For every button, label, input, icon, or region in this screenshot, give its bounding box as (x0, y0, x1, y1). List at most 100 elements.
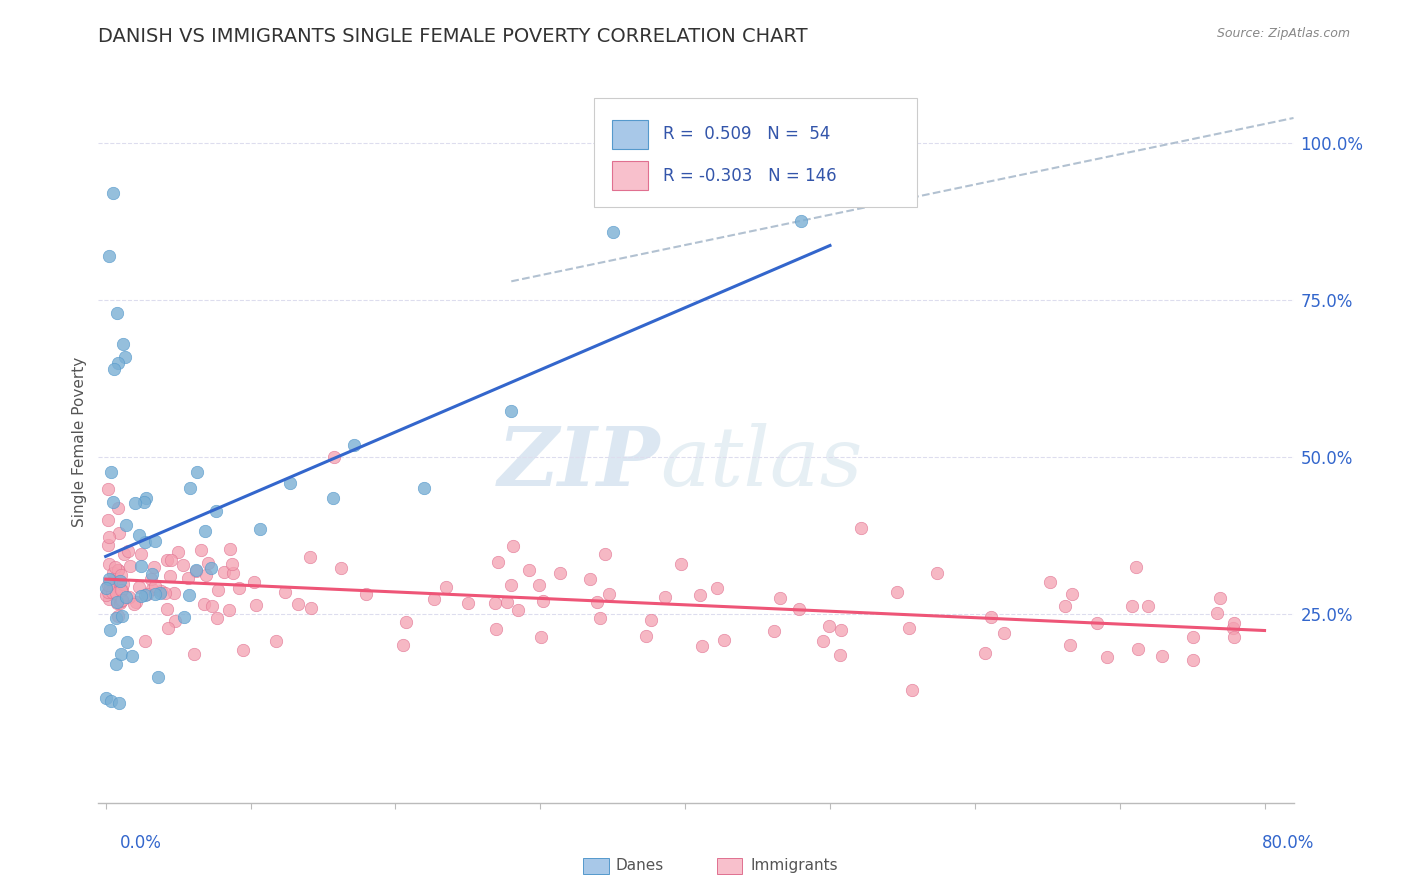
Point (135, 491, 157, 505)
Point (139, 573, 162, 587)
Point (134, 588, 156, 602)
Point (183, 647, 205, 661)
Point (96, 581, 118, 595)
Point (1097, 650, 1119, 665)
Point (457, 596, 479, 610)
Point (143, 534, 166, 549)
Point (579, 572, 602, 586)
Point (434, 580, 457, 594)
Point (110, 568, 132, 582)
Point (1121, 599, 1143, 614)
Point (173, 609, 195, 624)
Text: DANISH VS IMMIGRANTS SINGLE FEMALE POVERTY CORRELATION CHART: DANISH VS IMMIGRANTS SINGLE FEMALE POVER… (98, 27, 808, 45)
Point (548, 566, 571, 581)
Point (993, 625, 1015, 640)
Point (179, 588, 201, 602)
Point (110, 592, 132, 607)
Point (107, 500, 129, 515)
Point (849, 521, 872, 535)
Point (1039, 574, 1062, 589)
Point (901, 682, 924, 697)
Point (533, 594, 555, 608)
Point (1152, 649, 1174, 664)
Point (830, 623, 852, 637)
Point (278, 475, 301, 490)
Text: Source: ZipAtlas.com: Source: ZipAtlas.com (1216, 27, 1350, 40)
Point (159, 553, 181, 567)
Point (1223, 616, 1246, 631)
Point (118, 590, 141, 604)
Point (1205, 606, 1227, 620)
Point (114, 350, 136, 364)
Point (122, 597, 145, 611)
Point (193, 597, 215, 611)
Point (669, 557, 692, 571)
Bar (613, 161, 648, 190)
Point (135, 587, 157, 601)
Point (96, 538, 118, 552)
Point (134, 534, 156, 549)
Point (354, 587, 377, 601)
Point (97, 578, 120, 592)
Point (322, 491, 344, 505)
Point (343, 438, 366, 452)
Point (105, 595, 128, 609)
Point (219, 541, 242, 556)
Point (156, 553, 179, 567)
Point (221, 558, 243, 572)
Point (496, 595, 519, 609)
Point (423, 591, 446, 606)
Point (186, 465, 208, 479)
Point (1085, 615, 1108, 630)
Point (101, 186, 124, 201)
Point (689, 589, 711, 603)
Point (129, 547, 152, 561)
Point (212, 565, 235, 579)
Point (1222, 621, 1244, 635)
Point (980, 609, 1002, 624)
Text: Immigrants: Immigrants (751, 858, 838, 872)
Point (157, 621, 180, 635)
Point (105, 610, 128, 624)
Point (146, 670, 169, 684)
Point (125, 595, 148, 609)
Point (100, 694, 122, 708)
Point (143, 587, 166, 601)
Point (264, 634, 287, 648)
Point (640, 613, 662, 627)
Point (1209, 591, 1232, 605)
Point (107, 563, 129, 577)
Point (163, 615, 186, 629)
Point (105, 306, 128, 320)
Text: R =  0.509   N =  54: R = 0.509 N = 54 (662, 126, 830, 144)
Point (218, 603, 240, 617)
Point (1223, 630, 1246, 644)
Point (195, 568, 218, 582)
Point (413, 481, 436, 495)
Point (97, 572, 120, 586)
Point (323, 450, 346, 465)
Point (713, 633, 735, 648)
Point (111, 337, 134, 351)
Y-axis label: Single Female Poverty: Single Female Poverty (72, 357, 87, 526)
Point (245, 598, 267, 612)
Point (830, 648, 852, 662)
Point (186, 563, 208, 577)
Point (200, 561, 222, 575)
Point (706, 581, 728, 595)
Point (104, 560, 127, 574)
Point (98, 557, 121, 571)
Point (593, 547, 616, 561)
Point (222, 566, 245, 580)
Point (107, 356, 129, 370)
Point (115, 591, 138, 605)
Point (163, 586, 186, 600)
Point (108, 574, 131, 589)
Text: R = -0.303   N = 146: R = -0.303 N = 146 (662, 167, 837, 185)
Point (201, 599, 224, 613)
Point (392, 638, 415, 652)
Point (98, 249, 121, 263)
Point (129, 589, 152, 603)
Point (101, 585, 124, 599)
Point (177, 571, 200, 585)
